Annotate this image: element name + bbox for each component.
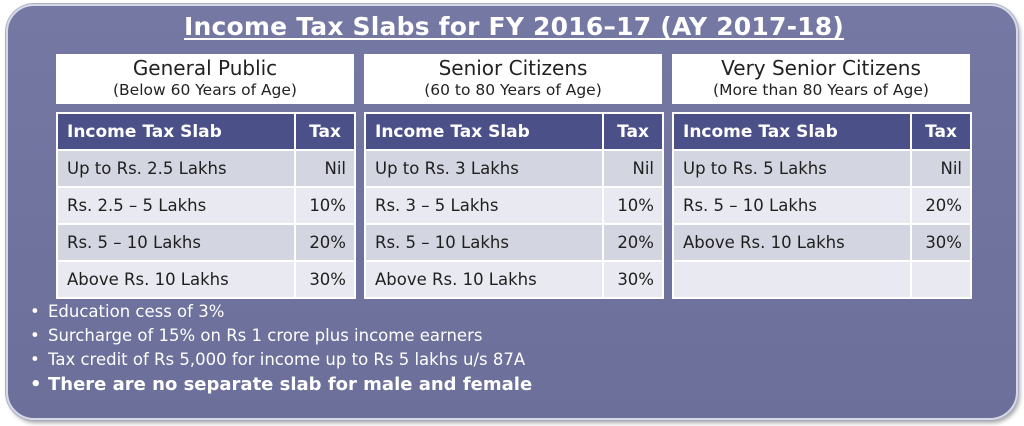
group-senior-citizens: Senior Citizens (60 to 80 Years of Age) … xyxy=(364,54,664,299)
slab-cell: Rs. 3 – 5 Lakhs xyxy=(364,186,604,225)
table-row: Rs. 5 – 10 Lakhs 20% xyxy=(672,186,972,225)
tax-cell: 20% xyxy=(294,223,356,262)
column-header-slab: Income Tax Slab xyxy=(672,112,912,151)
tax-cell: 20% xyxy=(910,186,972,225)
group-header: Senior Citizens (60 to 80 Years of Age) xyxy=(364,54,662,104)
tax-cell: Nil xyxy=(602,149,664,188)
tax-cell: 10% xyxy=(602,186,664,225)
tax-cell: 30% xyxy=(294,260,356,299)
list-item: • Education cess of 3% xyxy=(30,300,532,324)
slab-cell: Above Rs. 10 Lakhs xyxy=(672,223,912,262)
slab-cell: Up to Rs. 5 Lakhs xyxy=(672,149,912,188)
slab-cell: Rs. 5 – 10 Lakhs xyxy=(364,223,604,262)
bullet-icon: • xyxy=(30,326,40,345)
slab-cell: Up to Rs. 3 Lakhs xyxy=(364,149,604,188)
tax-cell: 30% xyxy=(602,260,664,299)
column-header-slab: Income Tax Slab xyxy=(56,112,296,151)
group-title: General Public xyxy=(132,56,278,80)
slab-cell: Rs. 5 – 10 Lakhs xyxy=(672,186,912,225)
table-row xyxy=(672,260,972,299)
tax-cell: 10% xyxy=(294,186,356,225)
page-title: Income Tax Slabs for FY 2016–17 (AY 2017… xyxy=(184,12,844,41)
table-row: Up to Rs. 5 Lakhs Nil xyxy=(672,149,972,188)
group-subtitle: (60 to 80 Years of Age) xyxy=(424,81,602,99)
table-row: Up to Rs. 2.5 Lakhs Nil xyxy=(56,149,356,188)
list-item: • Tax credit of Rs 5,000 for income up to… xyxy=(30,348,532,372)
tax-cell: 20% xyxy=(602,223,664,262)
bullet-icon: • xyxy=(30,302,40,321)
column-header-tax: Tax xyxy=(294,112,356,151)
table-header-row: Income Tax Slab Tax xyxy=(56,112,356,151)
tax-cell xyxy=(910,260,972,299)
table-row: Rs. 3 – 5 Lakhs 10% xyxy=(364,186,664,225)
table-row: Rs. 5 – 10 Lakhs 20% xyxy=(364,223,664,262)
tax-cell: Nil xyxy=(910,149,972,188)
slab-cell: Above Rs. 10 Lakhs xyxy=(56,260,296,299)
tax-cell: Nil xyxy=(294,149,356,188)
column-header-tax: Tax xyxy=(910,112,972,151)
note-text: Tax credit of Rs 5,000 for income up to … xyxy=(48,350,526,369)
column-header-slab: Income Tax Slab xyxy=(364,112,604,151)
group-header: General Public (Below 60 Years of Age) xyxy=(56,54,354,104)
table-row: Rs. 5 – 10 Lakhs 20% xyxy=(56,223,356,262)
slab-cell xyxy=(672,260,912,299)
note-text: Surcharge of 15% on Rs 1 crore plus inco… xyxy=(48,326,483,345)
tax-slab-panel: Income Tax Slabs for FY 2016–17 (AY 2017… xyxy=(6,4,1018,420)
table-row: Above Rs. 10 Lakhs 30% xyxy=(56,260,356,299)
group-title: Very Senior Citizens xyxy=(721,56,921,80)
group-general-public: General Public (Below 60 Years of Age) I… xyxy=(56,54,356,299)
table-header-row: Income Tax Slab Tax xyxy=(364,112,664,151)
column-header-tax: Tax xyxy=(602,112,664,151)
list-item: • Surcharge of 15% on Rs 1 crore plus inc… xyxy=(30,324,532,348)
slab-cell: Rs. 5 – 10 Lakhs xyxy=(56,223,296,262)
slab-cell: Above Rs. 10 Lakhs xyxy=(364,260,604,299)
tax-table: Income Tax Slab Tax Up to Rs. 2.5 Lakhs … xyxy=(56,112,356,299)
tax-table: Income Tax Slab Tax Up to Rs. 5 Lakhs Ni… xyxy=(672,112,972,299)
table-row: Up to Rs. 3 Lakhs Nil xyxy=(364,149,664,188)
tax-table: Income Tax Slab Tax Up to Rs. 3 Lakhs Ni… xyxy=(364,112,664,299)
table-row: Above Rs. 10 Lakhs 30% xyxy=(364,260,664,299)
group-subtitle: (Below 60 Years of Age) xyxy=(113,81,297,99)
bullet-icon: • xyxy=(30,374,42,395)
bullet-icon: • xyxy=(30,350,40,369)
group-very-senior-citizens: Very Senior Citizens (More than 80 Years… xyxy=(672,54,972,299)
note-text: Education cess of 3% xyxy=(48,302,225,321)
note-text: There are no separate slab for male and … xyxy=(48,374,533,395)
list-item: • There are no separate slab for male and… xyxy=(30,372,532,398)
tax-cell: 30% xyxy=(910,223,972,262)
table-row: Rs. 2.5 – 5 Lakhs 10% xyxy=(56,186,356,225)
table-header-row: Income Tax Slab Tax xyxy=(672,112,972,151)
table-row: Above Rs. 10 Lakhs 30% xyxy=(672,223,972,262)
group-subtitle: (More than 80 Years of Age) xyxy=(713,81,929,99)
group-header: Very Senior Citizens (More than 80 Years… xyxy=(672,54,970,104)
group-title: Senior Citizens xyxy=(438,56,588,80)
slab-cell: Rs. 2.5 – 5 Lakhs xyxy=(56,186,296,225)
slab-cell: Up to Rs. 2.5 Lakhs xyxy=(56,149,296,188)
notes-list: • Education cess of 3% • Surcharge of 15% … xyxy=(30,300,532,398)
